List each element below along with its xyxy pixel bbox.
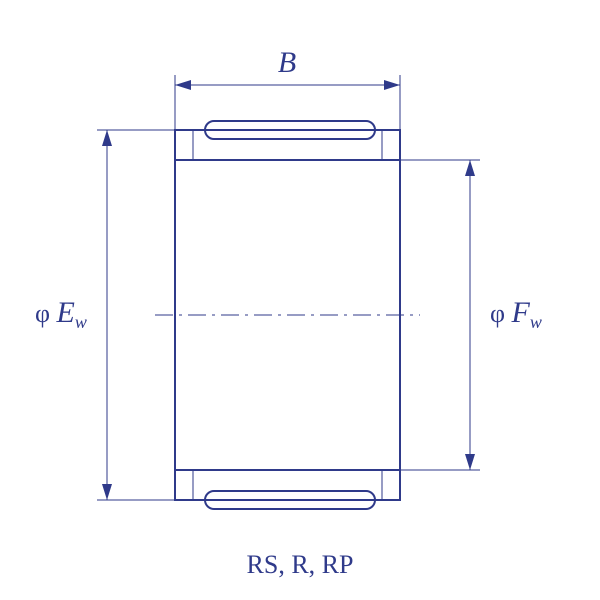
dim-ew-label: φ Ew bbox=[35, 296, 87, 332]
caption: RS, R, RP bbox=[247, 550, 354, 579]
bearing-diagram: Bφ Ew φ Fw RS, R, RP bbox=[0, 0, 600, 600]
dim-fw-label: φ Fw bbox=[490, 296, 542, 332]
dim-b-label: B bbox=[278, 46, 296, 79]
